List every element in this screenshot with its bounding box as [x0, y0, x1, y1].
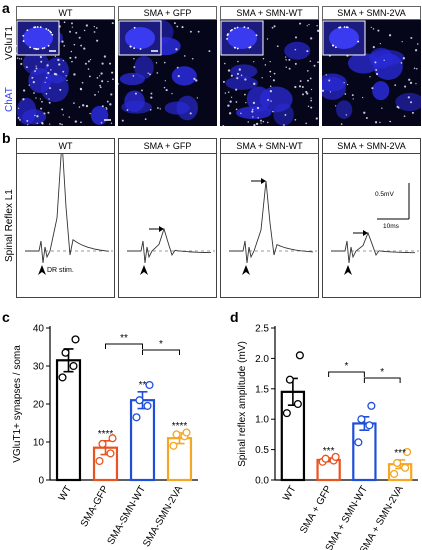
data-point [69, 361, 78, 371]
data-point [95, 456, 104, 466]
x-tick-label: SMA-SMN-2VA [141, 484, 185, 549]
x-tick-label: WT [281, 484, 298, 503]
data-point [106, 449, 115, 458]
reflex-trace-panel-4: SMA + SMN-2VA 0.5mV 10ms [322, 138, 421, 298]
reflex-trace-panel-2: SMA + GFP [118, 138, 217, 298]
y-tick-label: 1.0 [255, 415, 269, 426]
bracket-label: * [380, 367, 384, 378]
data-point [143, 401, 152, 410]
data-point [98, 439, 107, 448]
reflex-trace-label: SMA + SMN-2VA [322, 138, 421, 154]
significance-label: **** [172, 421, 188, 432]
micrograph-3: SMA + SMN-WT [220, 6, 319, 126]
y-tick-label: 0.5 [255, 445, 269, 456]
dr-stim-label: DR stim. [47, 267, 74, 274]
significance-label: *** [394, 448, 406, 459]
y-tick-label: 0 [38, 476, 44, 487]
y-tick-label: 1.5 [255, 384, 269, 395]
data-point [145, 380, 154, 390]
micrograph-label: SMA + GFP [118, 6, 217, 20]
scale-time-label: 10ms [383, 223, 399, 230]
y-axis-label: VGluT1+ synapses / soma [12, 345, 23, 463]
data-point [285, 375, 294, 384]
data-point [354, 438, 363, 447]
significance-label: **** [98, 429, 114, 440]
data-point [390, 469, 399, 478]
reflex-trace-label: WT [16, 138, 115, 154]
x-tick-label: WT [57, 484, 74, 503]
y-tick-label: 40 [33, 324, 45, 335]
y-axis-label: Spinal reflex amplitude (mV) [237, 341, 248, 467]
micrograph-2: SMA + GFP [118, 6, 217, 126]
significance-bracket [363, 377, 401, 383]
significance-label: ** [139, 380, 147, 391]
x-tick-label: SMA-GFP [79, 484, 111, 529]
reflex-trace-panel-3: SMA + SMN-WT [220, 138, 319, 298]
micrograph-1: WT [16, 6, 115, 126]
reflex-trace-label: SMA + SMN-WT [220, 138, 319, 154]
data-point [403, 447, 412, 457]
significance-label: *** [323, 446, 335, 457]
x-tick-label: SMA + GFP [298, 484, 334, 536]
bracket-label: * [345, 361, 349, 372]
bracket-label: ** [120, 333, 128, 344]
panel-a-letter: a [2, 0, 10, 16]
data-point [172, 430, 181, 439]
y-tick-label: 30 [33, 362, 45, 373]
bracket-label: * [159, 339, 163, 350]
scale-bar [377, 183, 410, 220]
vglut1-row-label: VGluT1 [4, 26, 15, 60]
chart-d: 0.0 0.5 1.0 1.5 2.0 2.5 Spinal reflex amplitud… [237, 324, 418, 550]
data-point [61, 348, 70, 357]
y-tick-label: 2.0 [255, 354, 269, 365]
data-point [182, 428, 191, 437]
data-point [367, 401, 376, 410]
significance-bracket [142, 349, 180, 355]
data-point [108, 434, 117, 443]
reflex-trace-label: SMA + GFP [118, 138, 217, 154]
data-point [321, 454, 330, 463]
data-point [71, 335, 80, 344]
data-point [135, 396, 144, 405]
significance-bracket [105, 343, 143, 349]
micrograph-label: SMA + SMN-WT [220, 6, 319, 20]
y-tick-label: 2.5 [255, 324, 269, 335]
panel-c-letter: c [2, 309, 10, 325]
data-point [357, 415, 366, 424]
chat-row-label: ChAT [4, 87, 15, 112]
micrograph-label: SMA + SMN-2VA [322, 6, 421, 20]
y-tick-label: 0.0 [255, 476, 269, 487]
bar [129, 399, 156, 482]
bar [352, 422, 377, 482]
panel-d-letter: d [230, 309, 239, 325]
data-point [393, 458, 402, 468]
data-point [282, 409, 291, 418]
y-tick-label: 20 [33, 400, 45, 411]
data-point [293, 399, 302, 409]
data-point [331, 452, 340, 461]
data-point [58, 373, 67, 382]
y-tick-label: 10 [33, 438, 45, 449]
data-point [295, 351, 304, 360]
data-point [132, 413, 141, 422]
significance-bracket [328, 371, 365, 377]
panel-b-letter: b [2, 130, 11, 146]
x-tick-label: SMA-SMN-WT [106, 484, 149, 547]
data-point [169, 441, 178, 450]
reflex-trace-panel-1: WT DR stim. [16, 138, 115, 298]
data-point [365, 421, 374, 430]
micrograph-4: SMA + SMN-2VA [322, 6, 421, 126]
data-point [401, 463, 410, 472]
scale-voltage-label: 0.5mV [375, 191, 394, 198]
spinal-reflex-row-label: Spinal Reflex L1 [4, 189, 15, 262]
micrograph-label: WT [16, 6, 115, 20]
